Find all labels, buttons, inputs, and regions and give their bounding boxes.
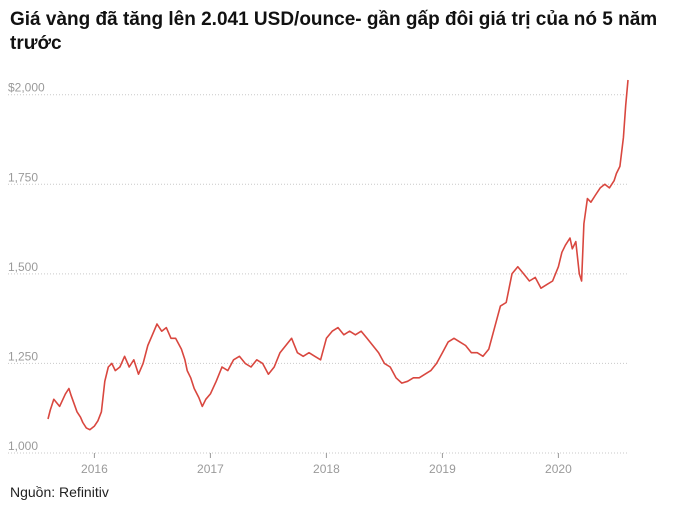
source-note: Nguồn: Refinitiv bbox=[10, 484, 109, 500]
y-tick-label: 1,250 bbox=[8, 349, 38, 363]
y-tick-label: $2,000 bbox=[8, 81, 45, 95]
y-tick-label: 1,000 bbox=[8, 439, 38, 453]
chart-title: Giá vàng đã tăng lên 2.041 USD/ounce- gầ… bbox=[10, 9, 658, 54]
x-tick-label: 2020 bbox=[545, 462, 572, 476]
x-tick-label: 2018 bbox=[313, 462, 340, 476]
x-axis-ticks: 2016 2017 2018 2019 2020 bbox=[81, 453, 572, 476]
y-tick-label: 1,500 bbox=[8, 260, 38, 274]
gridlines bbox=[8, 94, 628, 454]
series-line-gold-price bbox=[47, 79, 629, 431]
x-tick-label: 2017 bbox=[197, 462, 224, 476]
y-axis-ticks: $2,000 1,750 1,500 1,250 1,000 bbox=[8, 81, 45, 453]
x-tick-label: 2016 bbox=[81, 462, 108, 476]
series-layer bbox=[47, 79, 629, 431]
y-tick-label: 1,750 bbox=[8, 170, 38, 184]
x-tick-label: 2019 bbox=[429, 462, 456, 476]
